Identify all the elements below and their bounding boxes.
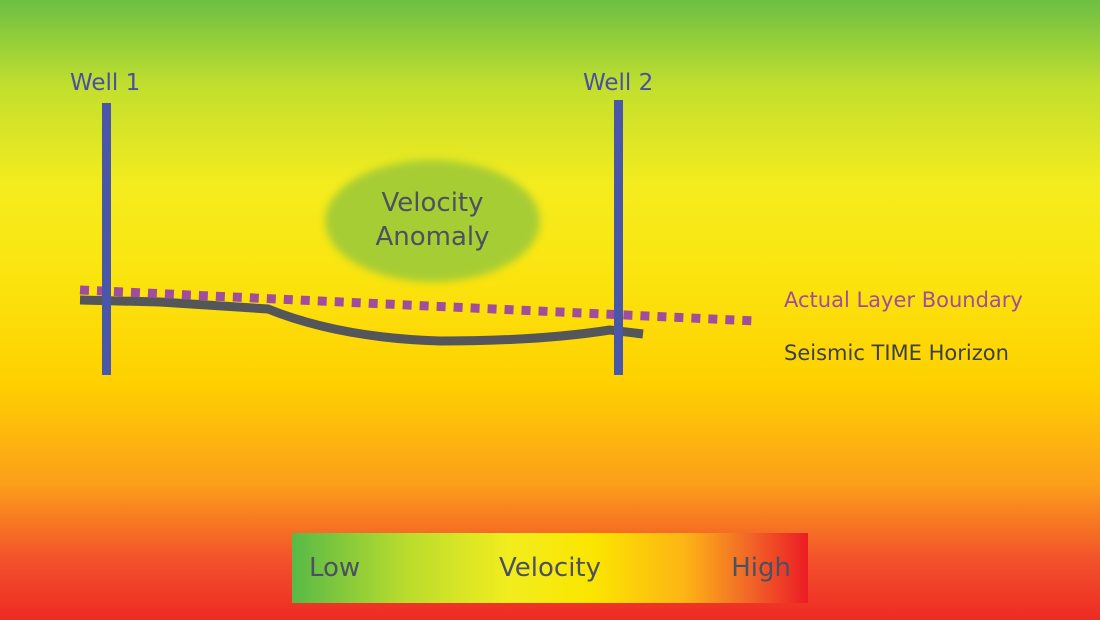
- scale-low-label: Low: [309, 553, 361, 583]
- well-2-bar: [614, 100, 623, 375]
- scale-high-label: High: [731, 553, 791, 583]
- velocity-color-scale: Low Velocity High: [292, 533, 808, 603]
- actual-layer-boundary-line: [79, 285, 757, 326]
- well-1-bar: [102, 103, 111, 375]
- seismic-time-horizon-line: [79, 295, 644, 346]
- well-2-label: Well 2: [583, 70, 654, 96]
- well-1-label: Well 1: [70, 70, 141, 96]
- velocity-anomaly-line2: Anomaly: [375, 222, 490, 252]
- velocity-anomaly-label: Velocity Anomaly: [325, 186, 540, 254]
- velocity-anomaly-blob: [325, 160, 540, 282]
- actual-layer-boundary-label: Actual Layer Boundary: [784, 288, 1023, 312]
- scale-title-label: Velocity: [499, 553, 601, 583]
- velocity-anomaly-line1: Velocity: [381, 188, 484, 218]
- seismic-time-horizon-label: Seismic TIME Horizon: [784, 341, 1009, 365]
